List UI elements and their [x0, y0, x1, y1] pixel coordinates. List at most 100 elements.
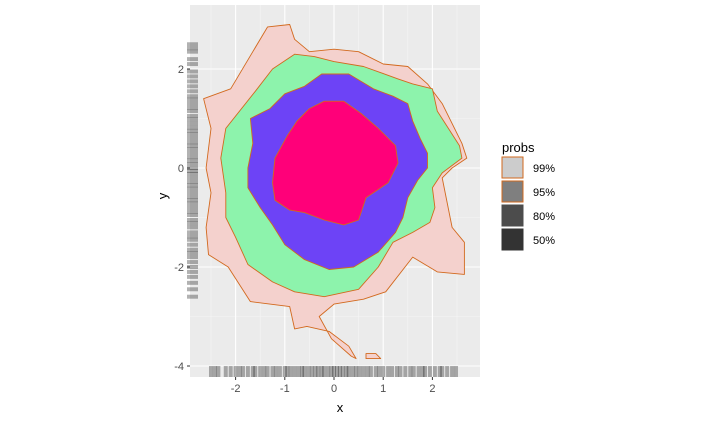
rug-mark-x: [368, 366, 373, 377]
rug-mark-x: [394, 366, 399, 377]
legend-key-50pct: [501, 228, 524, 251]
rug-mark-x: [357, 366, 362, 377]
rug-mark-y: [187, 247, 198, 252]
rug-mark-x: [262, 366, 267, 377]
rug-mark-y: [187, 128, 198, 133]
rug-mark-x: [365, 366, 370, 377]
rug-mark-y: [187, 125, 198, 130]
rug-mark-x: [306, 366, 311, 377]
rug-mark-x: [437, 366, 442, 377]
rug-mark-x: [381, 366, 386, 377]
rug-mark-x: [212, 366, 217, 377]
rug-mark-x: [270, 366, 275, 377]
rug-mark-x: [346, 366, 351, 377]
rug-mark-y: [187, 109, 198, 114]
rug-mark-y: [187, 46, 198, 51]
rug-mark-y: [187, 42, 198, 47]
rug-mark-x: [440, 366, 445, 377]
rug-mark-x: [408, 366, 413, 377]
rug-mark-x: [334, 366, 339, 377]
y-tick-label: 0: [178, 163, 184, 175]
rug-mark-x: [245, 366, 250, 377]
rug-mark-y: [187, 190, 198, 195]
rug-mark-y: [187, 183, 198, 188]
rug-mark-y: [187, 132, 198, 137]
rug-mark-x: [411, 366, 416, 377]
rug-mark-x: [432, 366, 437, 377]
rug-mark-x: [420, 366, 425, 377]
legend-label-80pct: 80%: [533, 211, 555, 223]
rug-mark-x: [319, 366, 324, 377]
legend-key-80pct: [501, 204, 524, 227]
legend-key-99pct: [501, 156, 524, 179]
rug-mark-y: [187, 151, 198, 156]
rug-mark-x: [216, 366, 221, 377]
rug-mark-y: [187, 201, 198, 206]
rug-mark-y: [187, 287, 198, 292]
rug-mark-x: [273, 366, 278, 377]
rug-mark-x: [416, 366, 421, 377]
x-tick-label: 1: [380, 383, 386, 395]
rug-mark-x: [332, 366, 336, 377]
rug-mark-x: [223, 366, 228, 377]
x-tick-label: -1: [280, 383, 290, 395]
rug-mark-x: [390, 366, 395, 377]
rug-mark-y: [187, 260, 198, 265]
rug-mark-y: [187, 194, 198, 199]
y-tick-label: -4: [174, 361, 184, 373]
rug-mark-x: [282, 366, 287, 377]
y-tick-label: -2: [174, 262, 184, 274]
y-tick-label: 2: [178, 64, 184, 76]
rug-mark-x: [253, 366, 258, 377]
axes: -2 -1 0 1 2 -4 -2 0 2 x y: [155, 64, 435, 415]
legend-keys: 99% 95% 80% 50%: [501, 156, 555, 251]
rug-mark-x: [329, 366, 334, 377]
contour-regions: [203, 24, 468, 360]
rug-mark-x: [309, 366, 314, 377]
rug-mark-x: [403, 366, 408, 377]
rug-mark-y: [187, 179, 198, 184]
y-axis-title: y: [155, 192, 170, 199]
rug-mark-y: [187, 69, 198, 74]
rug-mark-y: [187, 255, 198, 260]
x-tick-label: 2: [429, 383, 435, 395]
rug-mark-x: [209, 366, 213, 377]
rug-mark-y: [187, 186, 198, 191]
contour-99pct-region: [365, 353, 382, 360]
rug-mark-y: [187, 57, 198, 62]
rug-mark-y: [187, 117, 198, 122]
rug-mark-x: [316, 366, 321, 377]
x-axis-title: x: [337, 400, 344, 415]
rug-mark-x: [377, 366, 382, 377]
rug-mark-y: [187, 205, 198, 210]
rug-mark-y: [187, 84, 198, 89]
rug-mark-x: [337, 366, 342, 377]
rug-mark-y: [187, 101, 198, 106]
rug-mark-y: [187, 265, 198, 269]
legend-label-95pct: 95%: [533, 187, 555, 199]
rug-mark-y: [187, 198, 198, 203]
rug-mark-y: [187, 280, 198, 285]
rug-mark-x: [361, 366, 366, 377]
rug-mark-x: [237, 366, 242, 377]
rug-mark-y: [187, 237, 198, 242]
legend: probs 99% 95% 80% 50%: [501, 140, 555, 251]
rug-mark-y: [187, 251, 198, 256]
rug-mark-x: [350, 366, 355, 377]
rug-mark-x: [250, 366, 255, 377]
rug-mark-y: [187, 94, 198, 99]
plot-area: -2 -1 0 1 2 -4 -2 0 2 x y: [155, 5, 480, 415]
rug-mark-y: [187, 114, 198, 119]
rug-mark-y: [187, 49, 198, 54]
x-tick-label: 0: [331, 383, 337, 395]
rug-mark-x: [344, 366, 349, 377]
rug-mark-y: [187, 269, 198, 274]
rug-mark-x: [302, 366, 307, 377]
rug-mark-x: [373, 366, 378, 377]
legend-key-95pct: [501, 180, 524, 203]
legend-title: probs: [502, 140, 535, 155]
rug-mark-y: [187, 143, 198, 148]
rug-mark-y: [187, 140, 198, 145]
rug-mark-x: [300, 366, 305, 377]
